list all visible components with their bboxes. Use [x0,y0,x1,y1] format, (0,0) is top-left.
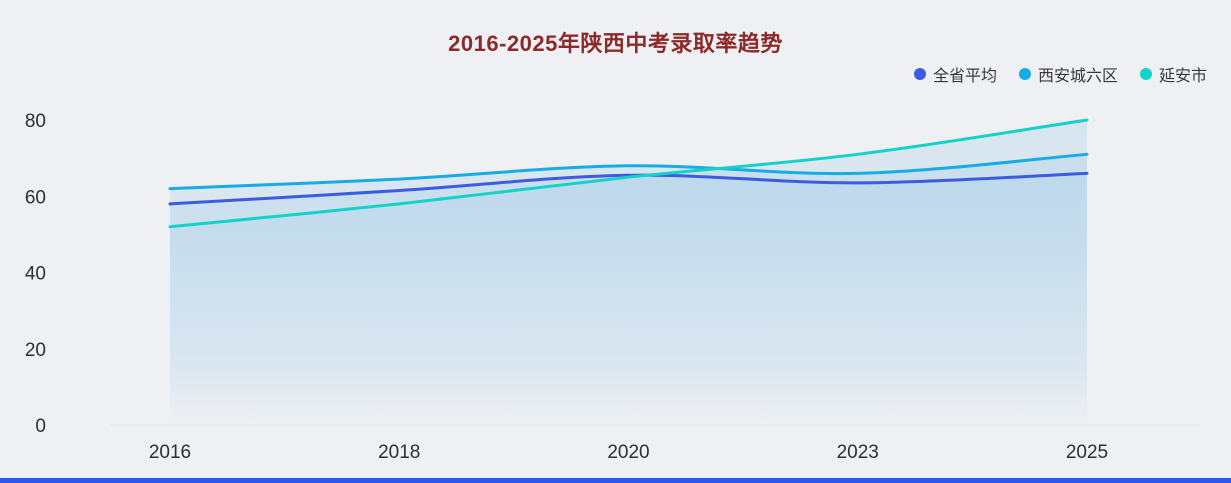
legend-label: 全省平均 [932,68,997,85]
area-series-2 [170,120,1087,425]
line-series-0 [168,171,1089,206]
legend-item-series-0[interactable]: 全省平均 [913,62,997,86]
y-axis-tick-label: 0 [35,416,46,437]
legend-label: 延安市 [1158,68,1207,85]
y-axis-tick-label: 20 [25,340,46,361]
line-series-1 [168,152,1089,191]
x-axis-tick-label: 2023 [837,442,879,463]
legend: 全省平均 西安城六区 延安市 [913,62,1207,86]
y-axis-tick-label: 40 [25,264,46,285]
footer-accent-bar [0,478,1231,483]
legend-dot-icon [1139,68,1152,80]
line-series-2 [168,118,1089,229]
x-axis-tick-label: 2025 [1066,442,1108,463]
legend-dot-icon [1018,68,1031,80]
legend-label: 西安城六区 [1037,68,1118,85]
x-axis-tick-label: 2020 [607,442,649,463]
legend-dot-icon [913,68,926,80]
y-axis-tick-label: 60 [25,187,46,208]
x-axis-tick-label: 2016 [149,442,191,463]
chart-title: 2016-2025年陕西中考录取率趋势 [448,31,783,56]
y-axis-tick-label: 80 [25,111,46,132]
legend-item-series-1[interactable]: 西安城六区 [1018,62,1118,86]
x-axis-tick-label: 2018 [378,442,420,463]
legend-item-series-2[interactable]: 延安市 [1139,62,1207,86]
